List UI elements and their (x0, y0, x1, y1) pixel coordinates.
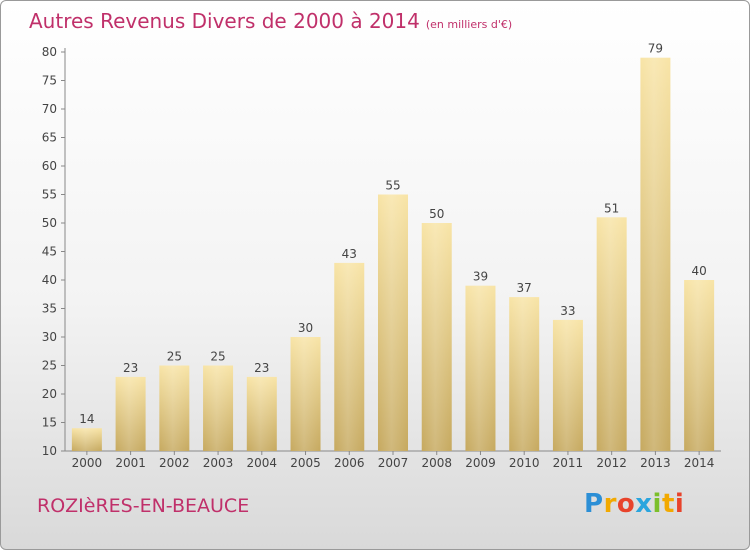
title-unit: (en milliers d'€) (425, 18, 513, 31)
bar-shine (640, 57, 671, 451)
data-label: 25 (210, 350, 225, 364)
data-label: 51 (604, 201, 619, 215)
data-label: 79 (648, 42, 663, 56)
y-tick-label: 65 (42, 131, 57, 145)
bar-shine (71, 428, 102, 451)
x-tick-label: 2013 (640, 456, 671, 470)
x-tick-label: 2006 (334, 456, 365, 470)
logo-letter: i (652, 489, 662, 519)
x-tick-label: 2001 (115, 456, 146, 470)
logo-letter: x (635, 489, 653, 519)
bar-shine (115, 376, 146, 451)
y-tick-label: 60 (42, 159, 57, 173)
y-tick-label: 80 (42, 45, 57, 59)
logo-letter: o (616, 489, 636, 519)
proxiti-logo: Proxiti (584, 489, 684, 519)
data-label: 25 (167, 350, 182, 364)
x-tick-label: 2002 (159, 456, 190, 470)
y-tick-label: 75 (42, 74, 57, 88)
y-tick-label: 50 (42, 216, 57, 230)
data-label: 50 (429, 207, 444, 221)
y-tick-label: 35 (42, 302, 57, 316)
bar-shine (378, 194, 408, 451)
x-tick-label: 2003 (203, 456, 234, 470)
x-tick-label: 2004 (247, 456, 278, 470)
y-tick-label: 55 (42, 188, 57, 202)
logo-letter: i (674, 489, 685, 519)
bar-shine (509, 297, 540, 451)
data-label: 23 (123, 361, 138, 375)
bar-shine (159, 365, 190, 451)
data-label: 40 (691, 264, 706, 278)
bar-shine (552, 319, 583, 451)
x-tick-label: 2012 (596, 456, 627, 470)
data-label: 55 (385, 179, 400, 193)
x-tick-label: 2005 (290, 456, 321, 470)
y-tick-label: 30 (42, 330, 57, 344)
bar-shine (203, 365, 234, 451)
data-label: 30 (298, 321, 313, 335)
logo-letter: r (603, 489, 617, 519)
bar-shine (465, 285, 496, 451)
x-tick-label: 2014 (684, 456, 715, 470)
data-label: 39 (473, 270, 488, 284)
logo-letter: P (584, 489, 604, 519)
data-label: 23 (254, 361, 269, 375)
x-tick-label: 2000 (72, 456, 103, 470)
y-tick-label: 20 (42, 387, 57, 401)
data-label: 43 (342, 247, 357, 261)
x-tick-label: 2009 (465, 456, 496, 470)
chart-title: Autres Revenus Divers de 2000 à 2014 (en … (29, 9, 512, 33)
title-text: Autres Revenus Divers de 2000 à 2014 (29, 9, 420, 33)
y-tick-label: 40 (42, 273, 57, 287)
bar-shine (684, 280, 715, 451)
data-label: 37 (517, 281, 532, 295)
bar-shine (334, 262, 365, 451)
data-labels: 14 23 25 25 23 30 43 55 50 39 37 33 51 79 40 (79, 42, 707, 427)
data-label: 14 (79, 412, 94, 426)
bar-shine (421, 223, 452, 451)
x-tick-label: 2008 (421, 456, 452, 470)
x-tick-label: 2011 (553, 456, 584, 470)
y-tick-label: 45 (42, 245, 57, 259)
x-tick-label: 2007 (378, 456, 409, 470)
data-label: 33 (560, 304, 575, 318)
bars (71, 57, 715, 451)
bar-shine (246, 376, 277, 451)
axes: 10 15 20 25 30 35 40 45 50 55 60 65 70 75 80 2000 2001 20… (42, 45, 721, 470)
bar-shine (596, 217, 627, 451)
y-tick-label: 15 (42, 416, 57, 430)
logo-letter: t (661, 489, 675, 519)
y-tick-label: 25 (42, 359, 57, 373)
y-tick-label: 10 (42, 444, 57, 458)
y-tick-label: 70 (42, 102, 57, 116)
x-tick-label: 2010 (509, 456, 540, 470)
bar-shine (290, 337, 321, 451)
commune-name: ROZIèRES-EN-BEAUCE (37, 495, 250, 517)
